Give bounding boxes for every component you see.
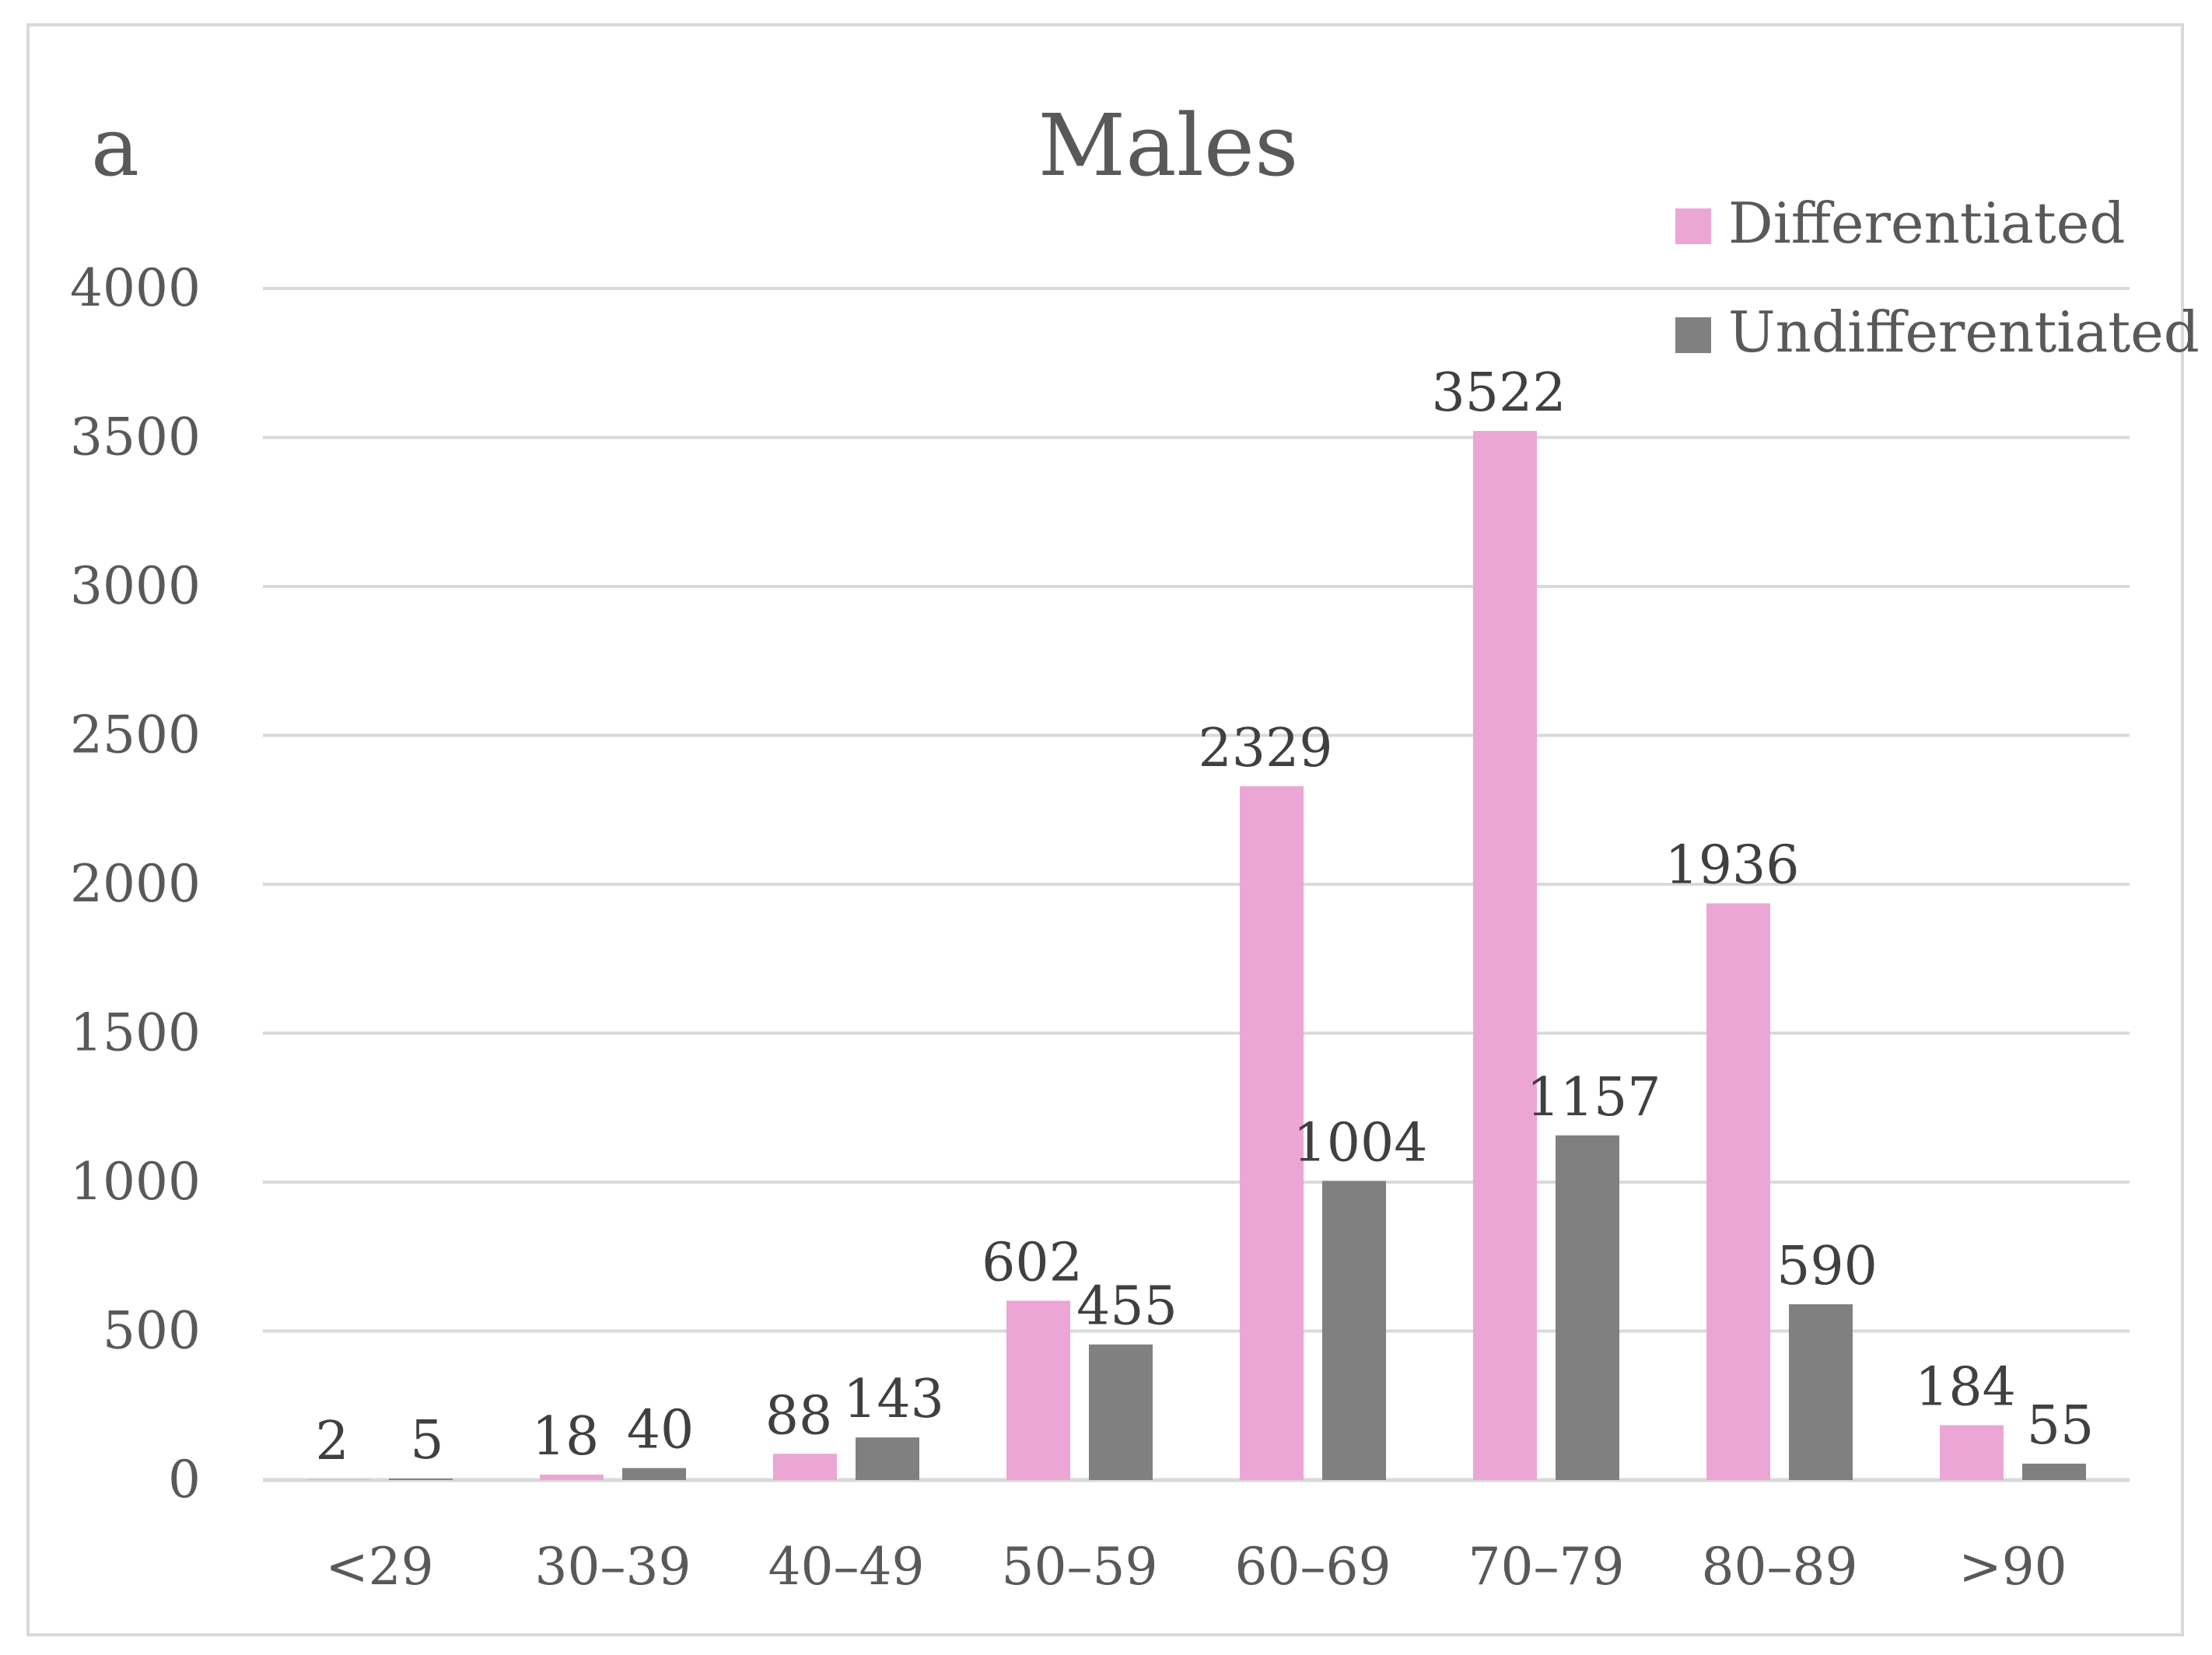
data-label: 602: [982, 1232, 1083, 1293]
y-tick-label: 3000: [70, 556, 201, 616]
x-tick-label: <29: [325, 1537, 433, 1597]
bar-undifferentiated: [1556, 1135, 1619, 1480]
data-label: 590: [1776, 1236, 1878, 1297]
bar-undifferentiated: [389, 1478, 453, 1480]
bar-differentiated: [306, 1479, 370, 1480]
data-label: 55: [2027, 1395, 2095, 1457]
x-tick-label: >90: [1958, 1537, 2067, 1597]
bar-undifferentiated: [2022, 1463, 2086, 1480]
bar-undifferentiated: [1089, 1344, 1153, 1480]
y-tick-label: 1000: [70, 1152, 201, 1212]
bar-differentiated: [1473, 431, 1537, 1480]
bar-undifferentiated: [856, 1437, 919, 1480]
x-tick-label: 40–49: [768, 1537, 925, 1597]
data-label: 455: [1076, 1276, 1178, 1338]
panel-label: a: [91, 100, 139, 194]
data-label: 1157: [1526, 1067, 1661, 1128]
x-tick-label: 50–59: [1002, 1537, 1158, 1597]
data-label: 1004: [1293, 1112, 1427, 1174]
x-tick-label: 80–89: [1702, 1537, 1858, 1597]
legend-swatch-undifferentiated: [1675, 317, 1711, 353]
x-tick-label: 70–79: [1468, 1537, 1625, 1597]
data-label: 18: [532, 1406, 600, 1468]
chart-title: Males: [1038, 96, 1299, 195]
y-tick-label: 4000: [70, 258, 201, 318]
data-label: 143: [843, 1369, 944, 1430]
bar-undifferentiated: [622, 1468, 686, 1480]
y-tick-label: 2000: [70, 854, 201, 914]
legend-swatch-differentiated: [1675, 208, 1711, 244]
x-tick-label: 60–69: [1235, 1537, 1391, 1597]
legend-label: Differentiated: [1728, 191, 2125, 256]
bar-differentiated: [1706, 903, 1770, 1480]
bar-differentiated: [540, 1475, 604, 1480]
bar-differentiated: [773, 1454, 837, 1480]
data-label: 1936: [1664, 835, 1799, 897]
y-tick-label: 2500: [70, 705, 201, 765]
y-tick-label: 3500: [70, 408, 201, 467]
bar-undifferentiated: [1789, 1304, 1853, 1480]
bar-undifferentiated: [1322, 1181, 1386, 1480]
x-tick-label: 30–39: [535, 1537, 691, 1597]
y-tick-label: 500: [103, 1301, 201, 1361]
data-label: 2: [315, 1411, 348, 1472]
data-label: 184: [1915, 1357, 2016, 1419]
data-label: 40: [627, 1400, 695, 1461]
bar-differentiated: [1006, 1300, 1070, 1480]
legend-label: Undifferentiated: [1728, 299, 2200, 365]
data-label: 2329: [1198, 718, 1332, 779]
data-label: 3522: [1431, 362, 1566, 424]
data-label: 88: [765, 1385, 833, 1447]
bar-differentiated: [1940, 1425, 2004, 1480]
y-tick-label: 1500: [70, 1003, 201, 1063]
bar-differentiated: [1240, 786, 1304, 1480]
y-tick-label: 0: [168, 1450, 201, 1510]
data-label: 5: [410, 1410, 443, 1471]
